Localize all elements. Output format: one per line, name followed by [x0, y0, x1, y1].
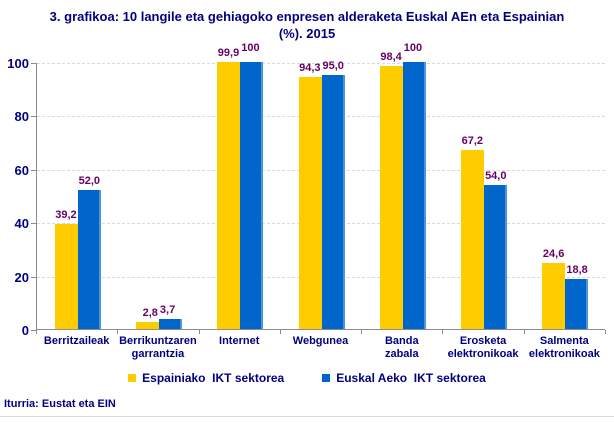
value-label: 99,9: [217, 47, 240, 60]
chart-title: 3. grafikoa: 10 langile eta gehiagoko en…: [49, 9, 565, 41]
x-axis-tick: [605, 330, 606, 334]
legend-swatch-yellow-icon: [128, 374, 137, 382]
legend-swatch-blue-icon: [322, 374, 331, 382]
legend-item-euskal: Euskal Aeko IKT sektorea: [322, 371, 486, 385]
plot-area: 39,2 52,0 2,8 3,7 99,9 100 94,3 95,0 98,4 100 67,2…: [36, 42, 605, 330]
category-label: Erosketa elektronikoak: [447, 335, 519, 360]
category-label: Webgunea: [292, 335, 349, 347]
value-label: 95,0: [322, 60, 344, 73]
category-label: Salmenta elektronikoak: [528, 335, 600, 360]
value-label: 2,8: [142, 306, 158, 319]
legend-label: Espainiako IKT sektorea: [142, 371, 285, 385]
value-label: 98,4: [380, 51, 402, 64]
legend-label: Euskal Aeko IKT sektorea: [336, 371, 486, 385]
bottom-rule: [0, 416, 614, 417]
y-axis-tick-label: 60: [14, 162, 29, 178]
bar-euskal: [240, 62, 264, 329]
value-label: 100: [403, 42, 423, 54]
x-axis-tick: [279, 330, 281, 334]
y-axis-tick-label: 80: [14, 109, 29, 125]
x-axis-tick: [442, 330, 444, 334]
value-label: 54,0: [485, 169, 507, 182]
bar-euskal: [402, 62, 426, 329]
bar-euskal: [565, 278, 589, 329]
y-axis-tick: [31, 63, 36, 64]
bar-espainiako: [461, 149, 485, 329]
value-label: 94,3: [299, 62, 321, 75]
bar-espainiako: [217, 62, 241, 329]
category-label: Berritzaileak: [43, 335, 110, 347]
x-axis-tick: [117, 330, 119, 334]
y-axis-tick: [31, 276, 36, 278]
bar-euskal: [321, 75, 345, 329]
y-axis-tick: [31, 169, 36, 171]
y-axis-tick-label: 20: [14, 269, 29, 285]
category-label: Banda zabala: [384, 335, 419, 360]
bar-espainiako: [542, 263, 566, 329]
category-label: Berrikuntzaren garrantzia: [119, 335, 197, 360]
value-label: 24,6: [542, 248, 565, 261]
bar-espainiako: [135, 321, 159, 329]
value-label: 39,2: [55, 209, 77, 222]
bar-espainiako: [54, 224, 78, 329]
gridline: [37, 63, 605, 64]
value-label: 18,8: [566, 263, 588, 276]
x-axis-tick: [523, 330, 525, 334]
bar-euskal: [158, 319, 182, 329]
y-axis-tick-label: 100: [7, 56, 29, 71]
value-label: 52,0: [78, 175, 101, 188]
legend: Espainiako IKT sektorea Euskal Aeko IKT …: [0, 371, 614, 385]
bar-espainiako: [298, 77, 322, 329]
value-label: 67,2: [461, 134, 484, 147]
value-label: 3,7: [159, 304, 176, 317]
bar-euskal: [77, 190, 101, 329]
source-note: Iturria: Eustat eta EIN: [4, 398, 116, 410]
bar-espainiako: [379, 66, 403, 329]
y-axis-tick-label: 40: [14, 216, 29, 232]
y-axis-tick: [31, 223, 36, 225]
x-axis-tick: [361, 330, 363, 334]
y-axis-tick-label: 0: [21, 323, 29, 338]
x-axis-tick: [198, 330, 200, 334]
value-label: 100: [241, 42, 260, 54]
category-label: Internet: [219, 335, 260, 347]
y-axis-tick: [31, 116, 36, 118]
y-axis-tick: [31, 330, 36, 331]
bar-euskal: [484, 184, 508, 329]
x-axis-tick: [36, 330, 37, 334]
legend-item-espainiako: Espainiako IKT sektorea: [128, 371, 284, 385]
